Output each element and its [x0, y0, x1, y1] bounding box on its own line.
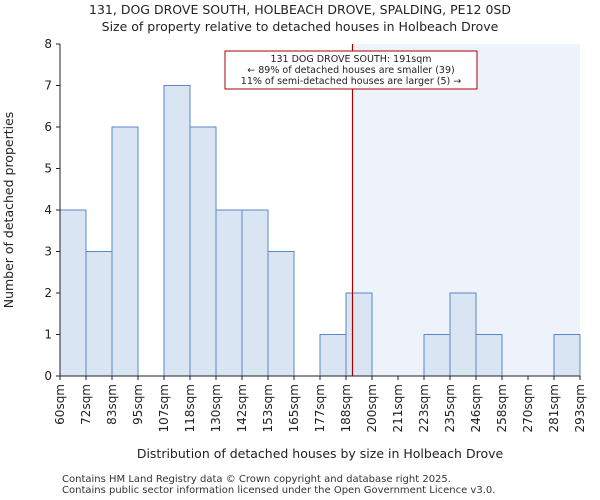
bar-235sqm [449, 292, 477, 377]
x-tick-label-142sqm: 142sqm [235, 384, 249, 432]
x-tick-label-258sqm: 258sqm [495, 384, 509, 432]
bar-153sqm [267, 251, 295, 377]
x-tick-label-281sqm: 281sqm [547, 384, 561, 432]
axes-layer: 0 1 2 3 4 5 6 7 8 60sqm 72sqm 83sqm 95sqm 107sqm 118sq… [44, 37, 587, 432]
y-tick-label-3: 3 [44, 245, 52, 259]
footer-line-1: Contains HM Land Registry data © Crown c… [62, 474, 451, 485]
y-tick-label-5: 5 [44, 162, 52, 176]
x-tick-label-177sqm: 177sqm [313, 384, 327, 432]
bar-72sqm [85, 251, 113, 377]
x-tick-label-130sqm: 130sqm [209, 384, 223, 432]
x-tick-label-270sqm: 270sqm [521, 384, 535, 432]
bars-layer [59, 85, 581, 377]
y-tick-label-0: 0 [44, 369, 52, 383]
chart-title-line-2: Size of property relative to detached ho… [101, 19, 499, 34]
x-axis-label: Distribution of detached houses by size … [137, 446, 504, 461]
bar-107sqm [163, 85, 191, 377]
bar-130sqm [215, 209, 243, 377]
x-tick-label-200sqm: 200sqm [365, 384, 379, 432]
y-axis-label: Number of detached properties [1, 112, 16, 309]
bar-83sqm [111, 126, 139, 377]
x-tick-label-235sqm: 235sqm [443, 384, 457, 432]
annotation-box [224, 50, 478, 90]
x-tick-label-60sqm: 60sqm [53, 384, 67, 425]
bar-223sqm [423, 334, 451, 377]
y-tick-label-1: 1 [44, 328, 52, 342]
y-tick-label-8: 8 [44, 37, 52, 51]
x-tick-label-223sqm: 223sqm [417, 384, 431, 432]
annotation-line-3: 11% of semi-detached houses are larger (… [241, 76, 461, 87]
bar-281sqm [553, 334, 581, 377]
x-tick-label-118sqm: 118sqm [183, 384, 197, 432]
x-tick-label-107sqm: 107sqm [157, 384, 171, 432]
chart-title-line-1: 131, DOG DROVE SOUTH, HOLBEACH DROVE, SP… [89, 2, 511, 17]
x-tick-label-211sqm: 211sqm [391, 384, 405, 432]
x-tick-label-246sqm: 246sqm [469, 384, 483, 432]
x-tick-label-153sqm: 153sqm [261, 384, 275, 432]
x-tick-label-83sqm: 83sqm [105, 384, 119, 425]
bar-118sqm [189, 126, 217, 377]
x-tick-label-188sqm: 188sqm [339, 384, 353, 432]
marker-layer: 131 DOG DROVE SOUTH: 191sqm← 89% of deta… [224, 44, 478, 376]
annotation-line-2: ← 89% of detached houses are smaller (39… [247, 65, 454, 76]
y-tick-label-2: 2 [44, 286, 52, 300]
y-tick-label-6: 6 [44, 120, 52, 134]
x-tick-label-95sqm: 95sqm [131, 384, 145, 425]
chart-title: 131, DOG DROVE SOUTH, HOLBEACH DROVE, SP… [0, 1, 600, 35]
x-tick-label-72sqm: 72sqm [79, 384, 93, 425]
y-tick-label-7: 7 [44, 79, 52, 93]
bar-60sqm [59, 209, 87, 377]
x-tick-label-293sqm: 293sqm [573, 384, 587, 432]
bar-177sqm [319, 334, 347, 377]
x-tick-label-165sqm: 165sqm [287, 384, 301, 432]
annotation-line-1: 131 DOG DROVE SOUTH: 191sqm [270, 54, 431, 65]
bar-246sqm [475, 334, 503, 377]
bar-142sqm [241, 209, 269, 377]
bar-188sqm [345, 292, 373, 377]
footer-line-2: Contains public sector information licen… [62, 485, 496, 496]
y-tick-label-4: 4 [44, 203, 52, 217]
